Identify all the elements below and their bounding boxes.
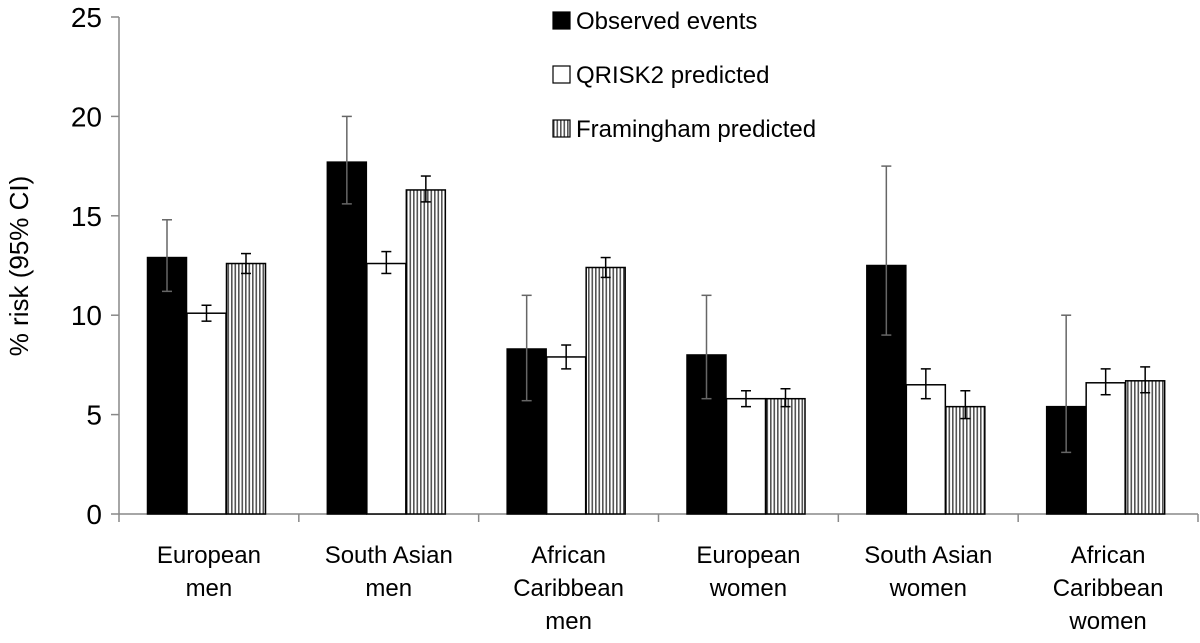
y-tick-label: 0 [86, 499, 102, 530]
y-tick-label: 15 [71, 201, 102, 232]
bar [146, 256, 188, 515]
legend-swatch [552, 119, 571, 138]
category-label-line: African [531, 542, 606, 569]
bar [545, 356, 587, 515]
legend-label: QRISK2 predicted [576, 62, 769, 89]
legend: Observed events QRISK2 predicted Framingha… [552, 8, 816, 143]
category-label-line: women [709, 575, 787, 602]
bar [326, 161, 368, 515]
y-tick-label: 5 [86, 400, 102, 431]
category-label: European women [696, 542, 800, 602]
legend-swatch [552, 65, 571, 84]
bar [186, 312, 227, 515]
category-label-line: African [1071, 542, 1146, 569]
bar [405, 189, 447, 515]
bar [1085, 382, 1126, 515]
category-label-line: South Asian [864, 542, 992, 569]
category-label-line: Caribbean [1053, 575, 1164, 602]
category-label: European men [157, 542, 261, 602]
y-tick-label: 25 [71, 2, 102, 33]
y-axis-title: % risk (95% CI) [4, 176, 34, 357]
legend-label: Observed events [576, 8, 757, 35]
category-label-line: women [1068, 608, 1146, 635]
category-label-line: European [696, 542, 800, 569]
category-label-line: European [157, 542, 261, 569]
category-label: African Caribbean men [513, 542, 624, 635]
bar [225, 262, 267, 515]
bar [945, 405, 986, 515]
category-label-line: women [889, 575, 967, 602]
category-label: South Asian women [864, 542, 992, 602]
category-label-line: men [365, 575, 412, 602]
y-tick-label: 20 [71, 101, 102, 132]
category-label-line: men [186, 575, 233, 602]
category-label: South Asian men [325, 542, 453, 602]
legend-label: Framingham predicted [576, 116, 816, 143]
bars [146, 115, 1166, 515]
bar [585, 266, 626, 515]
bar [725, 397, 767, 515]
y-tick-label: 10 [71, 300, 102, 331]
bar [1124, 380, 1166, 515]
bar [905, 384, 947, 515]
bar [765, 397, 806, 515]
category-label-line: men [545, 608, 592, 635]
bar [366, 262, 407, 515]
legend-swatch [552, 11, 571, 30]
category-label-line: Caribbean [513, 575, 624, 602]
category-label: African Caribbean women [1053, 542, 1164, 635]
category-label-line: South Asian [325, 542, 453, 569]
